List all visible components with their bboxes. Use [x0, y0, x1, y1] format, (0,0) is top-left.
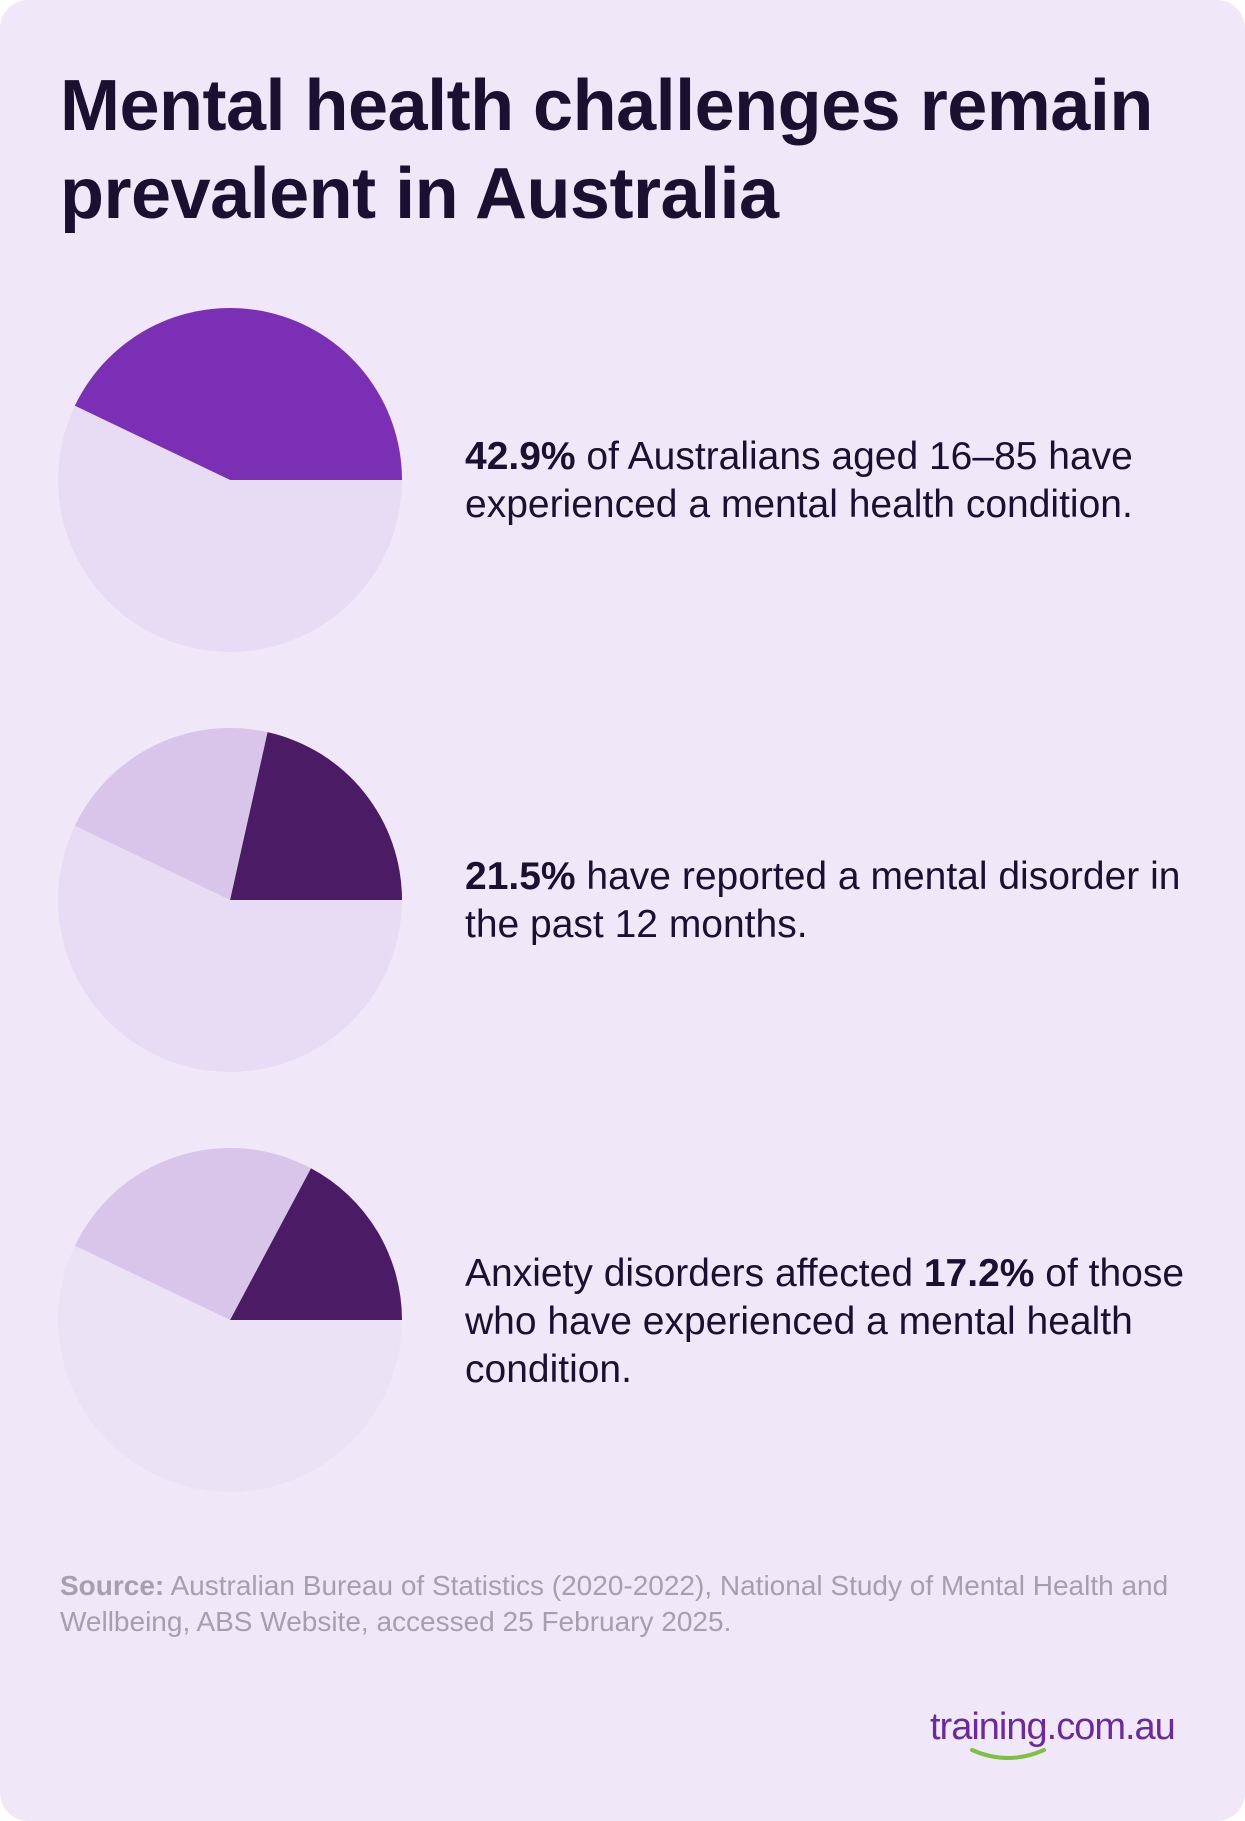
pie-slice-3	[58, 825, 402, 1072]
stat-after: of Australians aged 16–85 have experienc…	[465, 435, 1133, 526]
pie-slice-2	[74, 1148, 311, 1320]
stat-text-2: 21.5% have reported a mental disorder in…	[465, 853, 1205, 949]
source-label: Source:	[60, 1570, 165, 1601]
stat-after: have reported a mental disorder in the p…	[465, 855, 1181, 946]
pie-chart-3	[58, 1148, 402, 1492]
source-text: Australian Bureau of Statistics (2020-20…	[60, 1570, 1169, 1637]
brand-logo: training.com.au	[930, 1704, 1200, 1774]
stat-row-3: Anxiety disorders affected 17.2% of thos…	[0, 1140, 1245, 1500]
logo-text: training.com.au	[930, 1706, 1176, 1748]
pie-chart-1	[58, 307, 402, 652]
stat-after: of those who have experienced a mental h…	[465, 1252, 1185, 1391]
stat-text-1: 42.9% of Australians aged 16–85 have exp…	[465, 433, 1205, 529]
stat-row-1: 42.9% of Australians aged 16–85 have exp…	[0, 300, 1245, 660]
pie-slice-1	[74, 307, 402, 480]
stat-highlight: 21.5%	[465, 855, 576, 898]
pie-slice-2	[58, 405, 402, 652]
pie-slice-2	[74, 727, 268, 900]
stat-row-2: 21.5% have reported a mental disorder in…	[0, 720, 1245, 1080]
pie-slice-3	[58, 1245, 402, 1492]
pie-slice-1	[230, 1168, 402, 1320]
logo-swoosh-icon	[970, 1748, 1046, 1760]
page-title: Mental health challenges remain prevalen…	[60, 66, 1153, 234]
stat-highlight: 42.9%	[465, 435, 576, 478]
pie-chart-2	[58, 727, 402, 1072]
stat-before: Anxiety disorders affected	[465, 1252, 924, 1295]
stat-text-3: Anxiety disorders affected 17.2% of thos…	[465, 1250, 1205, 1394]
pie-slice-1	[230, 732, 402, 900]
stat-highlight: 17.2%	[923, 1252, 1035, 1295]
source-note: Source: Australian Bureau of Statistics …	[60, 1568, 1180, 1640]
